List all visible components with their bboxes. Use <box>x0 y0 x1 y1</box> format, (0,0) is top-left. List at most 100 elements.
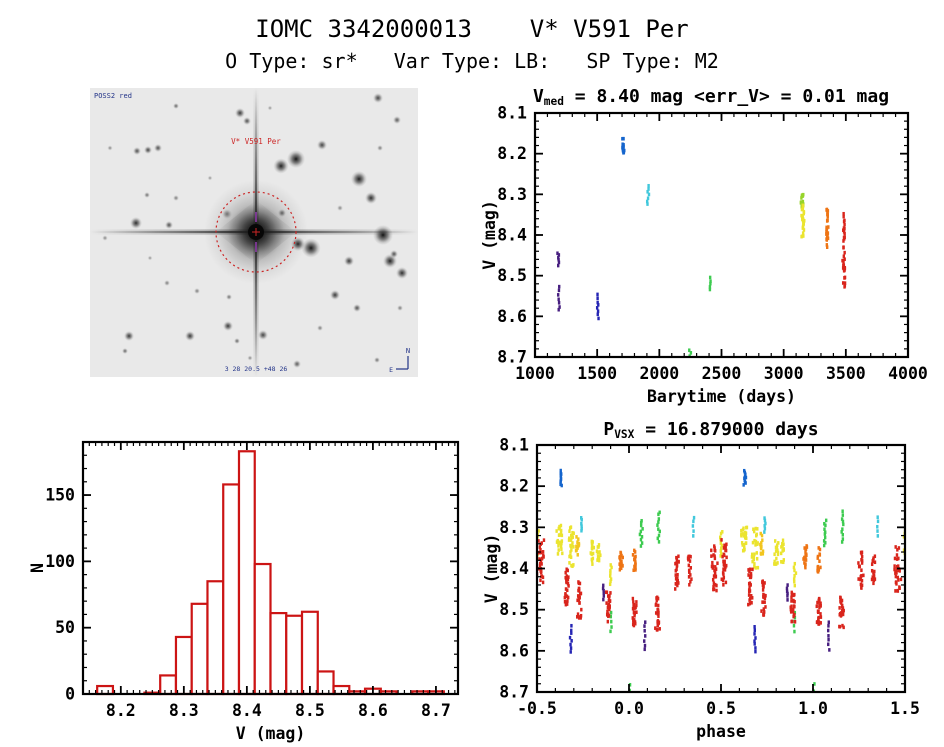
data-point <box>633 557 637 562</box>
plot-frame <box>533 111 910 359</box>
data-point <box>805 545 809 549</box>
data-point <box>646 202 649 206</box>
data-point <box>676 579 680 583</box>
data-point <box>894 580 898 585</box>
data-point <box>568 561 571 565</box>
data-point <box>632 618 635 622</box>
data-point <box>759 531 762 536</box>
data-point <box>633 613 636 618</box>
y-axis-tick-label: 8.3 <box>499 518 529 537</box>
data-point <box>622 136 625 141</box>
data-point <box>910 561 912 565</box>
data-point <box>748 567 752 572</box>
data-point <box>537 550 540 555</box>
data-point <box>633 550 637 554</box>
star-dot <box>147 255 153 261</box>
x-axis-tick-label: 2000 <box>639 364 679 383</box>
star-dot <box>107 145 113 151</box>
data-point <box>712 587 716 592</box>
timeplot-title: Vmed = 8.40 mag <err_V> = 0.01 mag <box>478 86 944 108</box>
data-point <box>872 573 876 578</box>
data-point <box>753 564 756 569</box>
data-point <box>580 521 583 526</box>
data-point <box>569 650 572 654</box>
data-point <box>677 581 680 585</box>
star-dot <box>144 146 152 154</box>
data-point <box>763 610 766 614</box>
data-point <box>753 552 756 557</box>
data-point <box>631 622 635 627</box>
data-point <box>564 587 568 591</box>
star-dot <box>287 150 305 168</box>
axes <box>536 444 906 693</box>
data-point <box>643 647 646 652</box>
page-subtitle: O Type: sr* Var Type: LB: SP Type: M2 <box>225 49 719 73</box>
data-point <box>745 525 748 530</box>
data-point <box>643 628 646 633</box>
data-point <box>674 576 678 581</box>
data-point <box>689 573 692 577</box>
data-point <box>537 529 540 533</box>
star-dot <box>374 357 380 363</box>
data-point <box>759 551 763 556</box>
data-point <box>841 519 845 524</box>
data-point <box>540 562 543 566</box>
data-point <box>801 203 804 208</box>
data-point <box>619 551 623 556</box>
data-point <box>762 595 765 599</box>
data-point <box>793 579 796 584</box>
data-point <box>906 541 908 545</box>
y-axis-label: N <box>28 563 47 573</box>
star-dot <box>124 331 134 341</box>
star-dot <box>397 305 403 311</box>
data-point <box>775 546 779 551</box>
data-point <box>740 541 744 545</box>
data-point <box>842 260 845 265</box>
data-point <box>819 621 822 625</box>
data-point <box>568 526 572 530</box>
y-axis-tick-label: 8.6 <box>497 307 527 326</box>
y-axis-tick-label: 8.4 <box>499 559 529 578</box>
data-point <box>577 537 580 541</box>
data-point <box>793 592 796 597</box>
data-point <box>777 541 780 545</box>
data-point <box>606 613 609 617</box>
data-point <box>860 568 863 573</box>
data-point <box>825 236 829 240</box>
data-point <box>569 642 572 647</box>
data-point <box>826 212 829 217</box>
data-point <box>657 517 661 521</box>
data-point <box>876 515 879 520</box>
data-point <box>570 631 573 635</box>
data-point <box>592 545 596 550</box>
data-point <box>741 532 745 536</box>
timeplot-title-subscript: med <box>543 95 564 109</box>
data-point <box>568 635 572 640</box>
data-point <box>754 566 757 570</box>
data-point <box>621 149 625 153</box>
data-point <box>557 533 561 537</box>
data-point <box>802 192 805 197</box>
data-point <box>595 306 599 310</box>
data-point <box>895 553 899 557</box>
data-point <box>750 552 754 557</box>
data-point <box>608 582 612 587</box>
data-point <box>822 539 826 543</box>
data-point <box>560 539 564 543</box>
data-point <box>557 257 560 262</box>
data-point <box>786 591 789 596</box>
data-point <box>781 543 785 547</box>
data-point <box>825 225 828 230</box>
data-point <box>723 543 726 548</box>
data-point <box>541 575 545 580</box>
data-point <box>910 539 912 543</box>
y-axis-tick-label: 8.5 <box>499 600 529 619</box>
data-point <box>841 537 845 541</box>
data-point <box>780 560 783 564</box>
data-point <box>558 284 561 289</box>
data-point <box>763 523 766 528</box>
magnitude-histogram: 8.2 8.3 8.4 8.5 8.6 8.7 0 50 100 150 V (mag) N <box>28 440 460 743</box>
data-point <box>590 539 593 544</box>
phaseplot-title-rest: = 16.879000 days <box>634 419 819 440</box>
data-point <box>841 513 845 517</box>
